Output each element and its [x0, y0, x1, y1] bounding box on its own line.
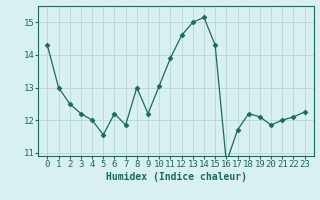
X-axis label: Humidex (Indice chaleur): Humidex (Indice chaleur): [106, 172, 246, 182]
